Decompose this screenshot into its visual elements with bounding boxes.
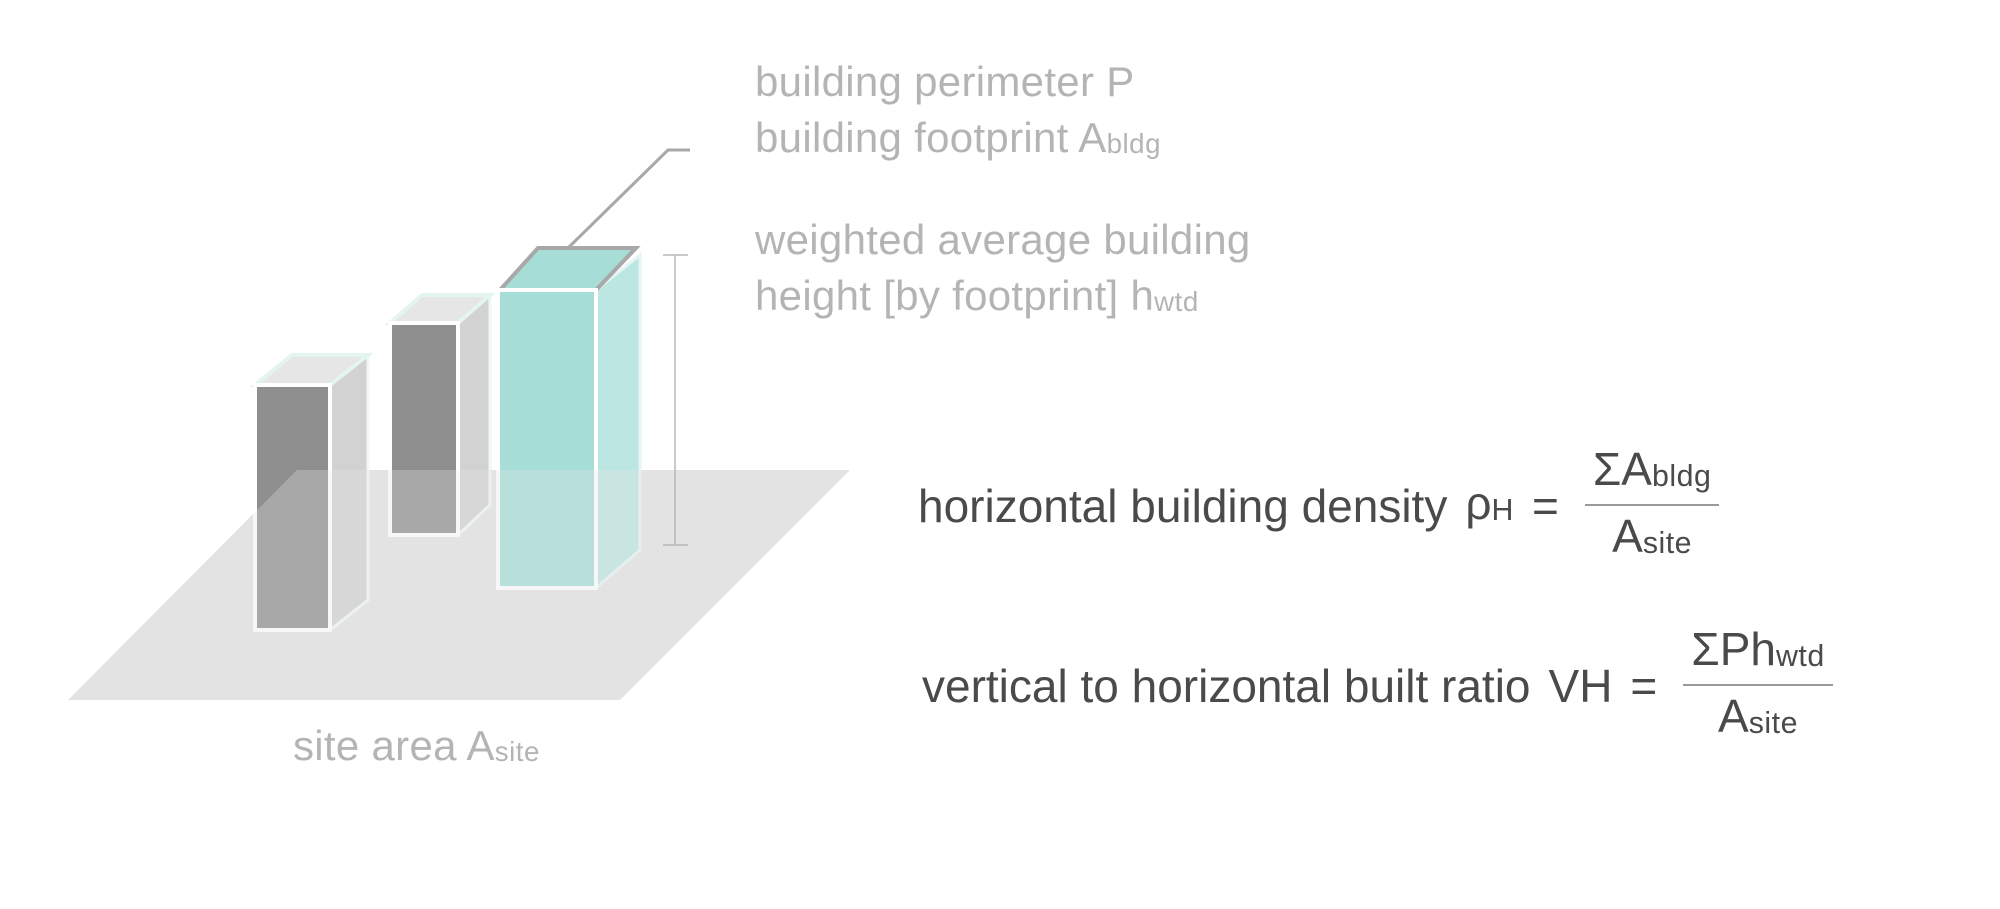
perimeter-label: building perimeter P xyxy=(755,58,1135,105)
vh-ratio-symbol: VH xyxy=(1548,660,1613,712)
vh-ratio-equation: vertical to horizontal built ratio VH = … xyxy=(922,625,1833,747)
building-2-front xyxy=(388,321,460,537)
building-1 xyxy=(249,351,374,634)
building-3-front xyxy=(496,288,598,590)
building-3 xyxy=(495,246,642,592)
vh-ratio-equals: = xyxy=(1630,660,1658,712)
site-area-label: site area Asite xyxy=(293,722,540,769)
density-symbol: ρH xyxy=(1465,476,1514,529)
vh-ratio-numerator: ΣPhwtd xyxy=(1683,625,1833,686)
footprint-label: building footprint Abldg xyxy=(755,114,1161,161)
height-label-line1: weighted average building xyxy=(755,216,1251,263)
density-equals: = xyxy=(1531,480,1559,532)
height-label-line2: height [by footprint] hwtd xyxy=(755,272,1199,319)
vh-ratio-equation-name: vertical to horizontal built ratio xyxy=(922,660,1531,712)
building-2 xyxy=(384,291,496,539)
building-1-front xyxy=(253,383,332,632)
height-dimension xyxy=(663,254,688,546)
density-equation: horizontal building density ρH = ΣAbldg … xyxy=(918,445,1720,567)
vh-ratio-denominator: Asite xyxy=(1718,690,1798,742)
density-equation-name: horizontal building density xyxy=(918,480,1448,532)
footprint-leader-line xyxy=(566,148,690,250)
vh-ratio-fraction: ΣPhwtd Asite xyxy=(1683,625,1833,747)
density-denominator: Asite xyxy=(1612,510,1693,562)
density-fraction: ΣAbldg Asite xyxy=(1584,445,1720,567)
site-plane-overlay xyxy=(68,470,850,700)
density-numerator: ΣAbldg xyxy=(1584,445,1720,506)
